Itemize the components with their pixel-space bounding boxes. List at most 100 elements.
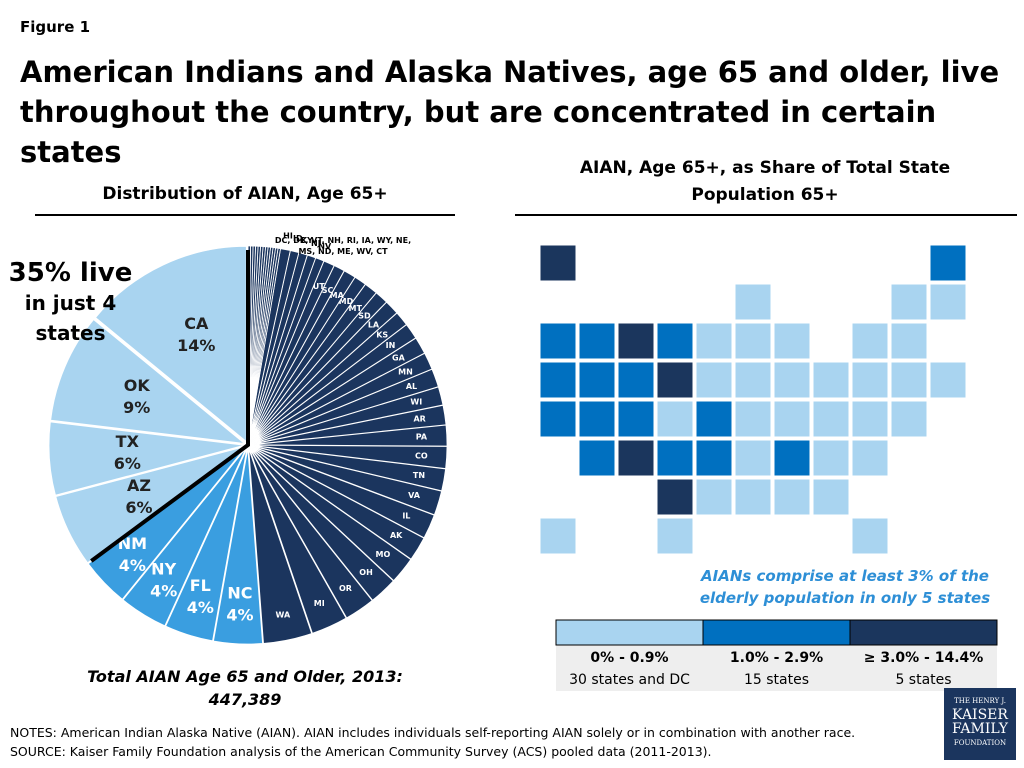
state-tile xyxy=(539,244,577,282)
state-tile xyxy=(695,361,733,399)
slice-label: KS xyxy=(376,330,388,339)
slice-label: VA xyxy=(408,491,421,500)
slice-value-label: 4% xyxy=(187,598,214,617)
slice-label: MA xyxy=(330,291,345,300)
state-tile xyxy=(539,400,577,438)
annotation-line: in just 4 xyxy=(24,291,117,315)
slice-label: NC xyxy=(227,583,252,602)
state-tile xyxy=(656,322,694,360)
slice-label: PA xyxy=(416,432,428,441)
state-tile xyxy=(929,283,967,321)
slice-label: MN xyxy=(398,367,413,376)
legend-count: 5 states xyxy=(895,672,951,688)
state-tile xyxy=(578,400,616,438)
slice-label: NY xyxy=(151,559,176,578)
state-tile xyxy=(773,478,811,516)
state-tile xyxy=(851,361,889,399)
state-tile xyxy=(851,439,889,477)
slice-value-label: 4% xyxy=(226,605,253,624)
legend-label-bg xyxy=(556,645,997,691)
notes: NOTES: American Indian Alaska Native (AI… xyxy=(10,725,856,740)
logo-line: THE HENRY J. xyxy=(954,697,1006,705)
slice-label: AK xyxy=(390,531,403,540)
pie-annotation: 35% live in just 4 states xyxy=(8,258,133,348)
state-tile xyxy=(578,439,616,477)
slice-label: NV xyxy=(318,242,332,251)
state-tile xyxy=(539,517,577,555)
source: SOURCE: Kaiser Family Foundation analysi… xyxy=(10,744,712,759)
state-tile xyxy=(851,517,889,555)
slice-label: OK xyxy=(124,376,151,395)
slice-label: MI xyxy=(314,599,325,608)
slice-value-label: 9% xyxy=(123,398,150,417)
logo-line: FAMILY xyxy=(951,721,1009,737)
state-tile xyxy=(539,322,577,360)
map-title: AIAN, Age 65+, as Share of Total State P… xyxy=(579,158,951,205)
state-tile xyxy=(734,400,772,438)
pie-slice xyxy=(251,445,443,516)
legend-swatch xyxy=(555,619,704,646)
slice-label: OR xyxy=(339,584,352,593)
slice-label: AL xyxy=(406,382,417,391)
state-tile xyxy=(656,517,694,555)
slice-label: LA xyxy=(368,320,380,329)
pie-slice xyxy=(251,446,425,560)
slice-label: GA xyxy=(392,354,406,363)
state-tile xyxy=(617,439,655,477)
state-tile xyxy=(812,478,850,516)
pie-title: Distribution of AIAN, Age 65+ xyxy=(102,184,388,204)
logo: THE HENRY J. KAISER FAMILY FOUNDATION xyxy=(944,688,1016,760)
logo-line: FOUNDATION xyxy=(953,739,1007,747)
state-tile xyxy=(656,400,694,438)
state-tile xyxy=(539,361,577,399)
state-tile xyxy=(617,322,655,360)
slice-label: SC xyxy=(322,286,334,295)
slice-value-label: 14% xyxy=(177,336,215,355)
annotation-line: 35% live xyxy=(8,258,133,288)
state-tile xyxy=(695,478,733,516)
legend-range: 1.0% - 2.9% xyxy=(730,650,823,666)
group-label: DC, DE, VT, NH, RI, IA, WY, NE, MS, ND, … xyxy=(274,236,412,256)
state-tile xyxy=(617,400,655,438)
state-tile xyxy=(773,439,811,477)
legend-swatch xyxy=(849,619,998,646)
pie-slice xyxy=(249,448,373,619)
state-tile xyxy=(695,439,733,477)
legend-swatch xyxy=(702,619,851,646)
slice-label: IL xyxy=(402,512,410,521)
pie-slice xyxy=(122,448,247,627)
state-tile xyxy=(734,361,772,399)
state-tile xyxy=(890,283,928,321)
state-tile xyxy=(695,400,733,438)
pie-slice xyxy=(248,448,313,644)
map-annotation: AIANs comprise at least 3% of the elderl… xyxy=(699,567,991,607)
state-tile xyxy=(890,361,928,399)
state-tile xyxy=(656,361,694,399)
slice-label: OH xyxy=(359,568,373,577)
legend-count: 15 states xyxy=(744,672,809,688)
state-tile xyxy=(734,478,772,516)
state-tile xyxy=(929,361,967,399)
slice-label: MD xyxy=(339,297,354,306)
pie-slice xyxy=(251,424,448,447)
slice-label: AZ xyxy=(127,476,151,495)
state-tile xyxy=(656,439,694,477)
pie-slice xyxy=(55,446,245,564)
pie-slice xyxy=(251,444,448,470)
annotation-line: states xyxy=(35,321,106,345)
pie-slice xyxy=(251,445,446,492)
slice-value-label: 4% xyxy=(119,556,146,575)
slice-label: MO xyxy=(375,550,390,559)
pie-slice xyxy=(251,446,435,539)
state-tile xyxy=(578,361,616,399)
state-tile xyxy=(812,400,850,438)
pie-slice xyxy=(249,448,347,634)
slice-label: SD xyxy=(358,312,371,321)
slice-label: FL xyxy=(190,576,211,595)
slice-label: WA xyxy=(275,611,290,620)
pie-slice xyxy=(87,447,246,600)
state-tile xyxy=(617,361,655,399)
slice-label: MT xyxy=(349,304,363,313)
slice-label: CO xyxy=(415,451,428,460)
